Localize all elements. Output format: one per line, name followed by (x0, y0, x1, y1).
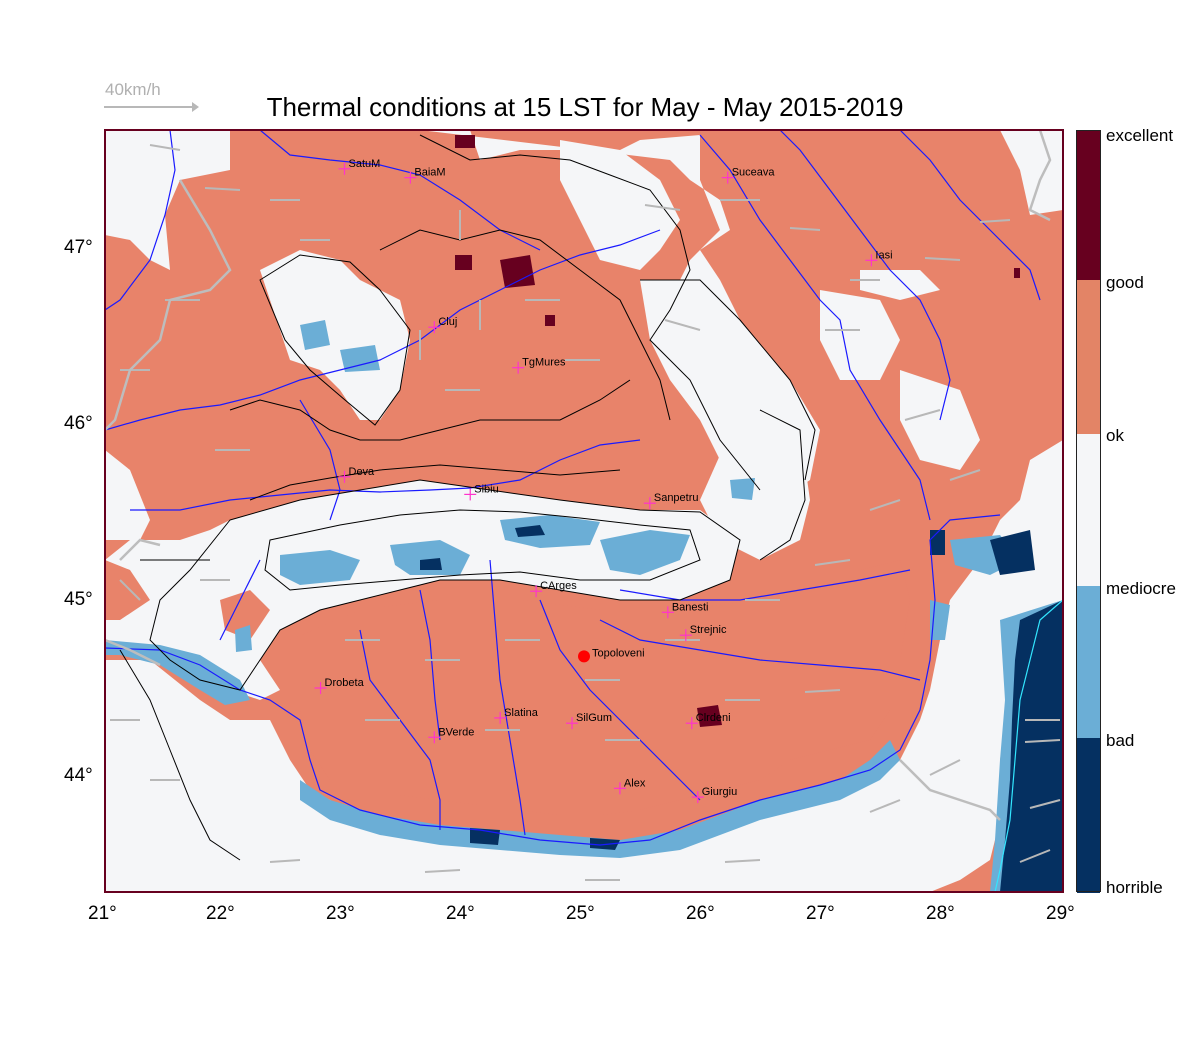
city-marker: SilGum (566, 712, 612, 730)
city-label: SatuM (349, 158, 381, 170)
city-label: BaiaM (414, 167, 445, 179)
coastline (994, 599, 1063, 892)
y-tick-label: 47° (64, 237, 93, 258)
city-label: Sibiu (474, 483, 498, 495)
mediocre-areas (105, 130, 1063, 892)
terrain-contours (119, 134, 816, 861)
city-label: CArges (540, 580, 577, 592)
map-frame (104, 129, 1064, 893)
wind-arrows (110, 144, 1061, 881)
city-label: Strejnic (690, 624, 727, 636)
city-marker: Suceava (721, 167, 776, 184)
city-label: Alex (624, 777, 646, 789)
y-tick-label: 46° (64, 413, 93, 434)
city-label: BVerde (438, 726, 474, 738)
y-tick-label: 44° (64, 765, 93, 786)
x-tick-label: 25° (566, 903, 595, 924)
colorbar-bad-segment (1076, 586, 1101, 738)
city-marker: BaiaM (404, 167, 446, 184)
city-marker: Alex (613, 777, 646, 795)
horrible-areas (420, 525, 1063, 892)
city-label: Drobeta (325, 677, 365, 689)
excellent-areas (455, 135, 1020, 727)
city-marker: Banesti (661, 601, 709, 619)
city-markers: SatuM BaiaM Suceava Iasi Cluj TgMures Deva Sibi… (314, 158, 893, 804)
borders (105, 130, 1052, 821)
colorbar-label-excellent: excellent (1106, 126, 1174, 145)
x-tick-label: 21° (88, 903, 117, 924)
city-label: Cluj (438, 316, 457, 328)
wind-scale-arrow-icon (104, 102, 199, 112)
city-marker: Cluj (428, 316, 457, 334)
city-label: Iasi (875, 249, 892, 261)
city-marker: Drobeta (314, 677, 365, 694)
city-marker: Strejnic (679, 624, 727, 642)
colorbar-mediocre-segment (1076, 434, 1101, 586)
colorbar-label-good: good (1106, 273, 1144, 292)
city-marker: CArges (530, 580, 577, 598)
city-label: Suceava (732, 167, 776, 179)
city-marker: Clrdeni (685, 712, 731, 730)
topoloveni-label: Topoloveni (592, 647, 645, 659)
city-label: TgMures (522, 357, 566, 369)
wind-scale-label: 40km/h (105, 80, 161, 99)
colorbar-label-mediocre: mediocre (1106, 579, 1176, 598)
city-marker: Slatina (494, 707, 539, 724)
city-marker: Deva (338, 466, 376, 483)
topoloveni-marker (578, 650, 590, 663)
city-marker: BVerde (428, 726, 474, 744)
city-marker: Sibiu (464, 483, 499, 501)
x-tick-label: 26° (686, 903, 715, 924)
x-tick-label: 23° (326, 903, 355, 924)
x-tick-label: 29° (1046, 903, 1075, 924)
colorbar-ok-segment (1076, 280, 1101, 434)
city-label: Deva (349, 466, 376, 478)
map-title: Thermal conditions at 15 LST for May - M… (266, 92, 904, 122)
colorbar-horrible-segment (1076, 738, 1101, 892)
x-tick-label: 27° (806, 903, 835, 924)
city-marker: Iasi (865, 249, 893, 267)
city-label: Banesti (672, 601, 709, 613)
colorbar-label-bad: bad (1106, 731, 1135, 750)
city-marker: Sanpetru (643, 492, 699, 510)
city-label: Giurgiu (702, 786, 737, 798)
city-marker: TgMures (512, 357, 566, 374)
city-marker: SatuM (338, 158, 381, 175)
x-tick-label: 24° (446, 903, 475, 924)
city-marker: Giurgiu (691, 786, 737, 804)
colorbar-label-ok: ok (1106, 426, 1124, 445)
y-tick-label: 45° (64, 589, 93, 610)
ok-south-plain (105, 560, 910, 815)
city-label: Sanpetru (654, 492, 699, 504)
x-tick-label: 28° (926, 903, 955, 924)
city-label: Slatina (504, 707, 539, 719)
city-label: SilGum (576, 712, 612, 724)
city-label: Clrdeni (696, 712, 731, 724)
colorbar-label-horrible: horrible (1106, 878, 1163, 897)
x-tick-label: 22° (206, 903, 235, 924)
